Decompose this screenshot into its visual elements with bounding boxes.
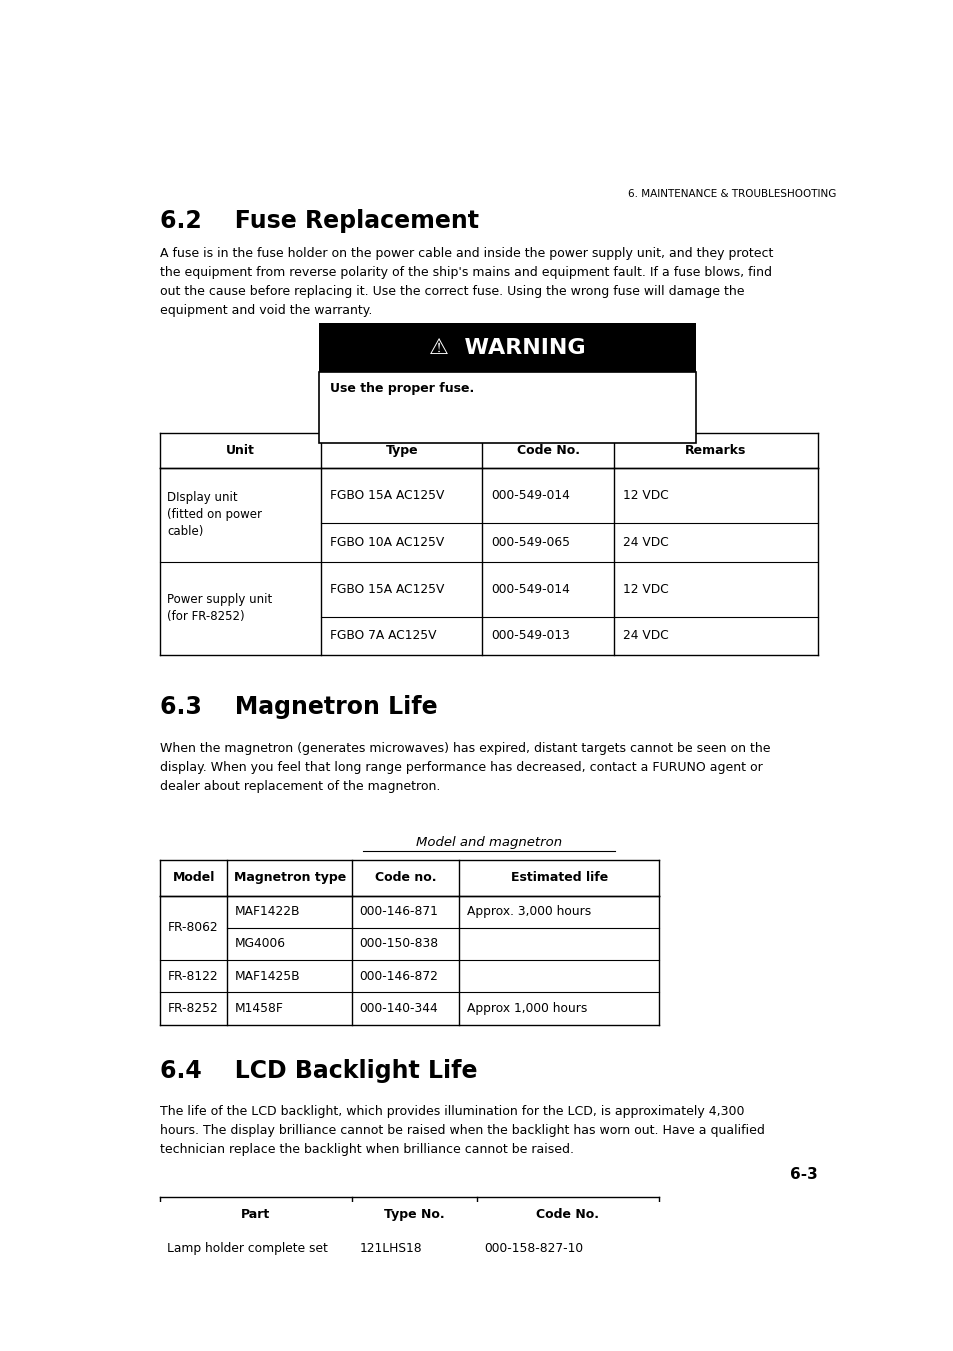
Text: Remarks: Remarks xyxy=(684,443,746,457)
Text: Estimated life: Estimated life xyxy=(510,871,607,885)
Text: Type No.: Type No. xyxy=(384,1208,444,1221)
Text: M1458F: M1458F xyxy=(234,1002,283,1015)
Text: DIsplay unit
(fitted on power
cable): DIsplay unit (fitted on power cable) xyxy=(167,492,262,538)
Text: Code no.: Code no. xyxy=(375,871,436,885)
Text: Code No.: Code No. xyxy=(517,443,579,457)
Text: A fuse is in the fuse holder on the power cable and inside the power supply unit: A fuse is in the fuse holder on the powe… xyxy=(160,247,773,317)
Text: 000-549-014: 000-549-014 xyxy=(491,582,570,596)
Text: Unit: Unit xyxy=(226,443,254,457)
Text: 12 VDC: 12 VDC xyxy=(622,582,668,596)
Text: ⚠  WARNING: ⚠ WARNING xyxy=(429,338,585,358)
Text: Part: Part xyxy=(241,1208,271,1221)
Text: 000-549-013: 000-549-013 xyxy=(491,630,570,643)
Text: The life of the LCD backlight, which provides illumination for the LCD, is appro: The life of the LCD backlight, which pro… xyxy=(160,1105,764,1155)
Text: Approx. 3,000 hours: Approx. 3,000 hours xyxy=(466,905,590,919)
Text: FGBO 7A AC125V: FGBO 7A AC125V xyxy=(330,630,436,643)
Text: FR-8062: FR-8062 xyxy=(167,921,217,935)
Text: FGBO 15A AC125V: FGBO 15A AC125V xyxy=(330,489,444,503)
Text: 000-146-871: 000-146-871 xyxy=(359,905,437,919)
Text: Use the proper fuse.: Use the proper fuse. xyxy=(330,381,474,394)
Text: 6-3: 6-3 xyxy=(789,1166,817,1182)
Text: MAF1425B: MAF1425B xyxy=(234,970,300,982)
Text: Code No.: Code No. xyxy=(536,1208,598,1221)
Text: 6.4    LCD Backlight Life: 6.4 LCD Backlight Life xyxy=(160,1059,476,1084)
Text: 000-158-827-10: 000-158-827-10 xyxy=(484,1242,582,1255)
Text: FGBO 10A AC125V: FGBO 10A AC125V xyxy=(330,536,444,549)
Text: Magnetron type: Magnetron type xyxy=(233,871,345,885)
FancyBboxPatch shape xyxy=(318,323,696,373)
Text: MAF1422B: MAF1422B xyxy=(234,905,300,919)
Text: 24 VDC: 24 VDC xyxy=(622,630,668,643)
Text: Model: Model xyxy=(172,871,214,885)
Text: 000-140-344: 000-140-344 xyxy=(359,1002,437,1015)
Text: MG4006: MG4006 xyxy=(234,938,285,950)
Text: Model and magnetron: Model and magnetron xyxy=(416,836,561,850)
Text: When the magnetron (generates microwaves) has expired, distant targets cannot be: When the magnetron (generates microwaves… xyxy=(160,742,770,793)
Text: Type: Type xyxy=(385,443,417,457)
Text: 000-549-065: 000-549-065 xyxy=(491,536,570,549)
Text: Lamp holder complete set: Lamp holder complete set xyxy=(167,1242,328,1255)
Text: 000-549-014: 000-549-014 xyxy=(491,489,570,503)
Text: Approx 1,000 hours: Approx 1,000 hours xyxy=(466,1002,586,1015)
Text: 121LHS18: 121LHS18 xyxy=(359,1242,421,1255)
Text: 000-146-872: 000-146-872 xyxy=(359,970,437,982)
Text: 6.2    Fuse Replacement: 6.2 Fuse Replacement xyxy=(160,209,478,232)
Text: 12 VDC: 12 VDC xyxy=(622,489,668,503)
Text: Unit and fuses: Unit and fuses xyxy=(441,413,536,427)
Text: FGBO 15A AC125V: FGBO 15A AC125V xyxy=(330,582,444,596)
FancyBboxPatch shape xyxy=(318,373,696,443)
Text: 6. MAINTENANCE & TROUBLESHOOTING: 6. MAINTENANCE & TROUBLESHOOTING xyxy=(627,189,836,199)
Text: 000-150-838: 000-150-838 xyxy=(359,938,438,950)
Text: Power supply unit
(for FR-8252): Power supply unit (for FR-8252) xyxy=(167,593,273,623)
Text: FR-8252: FR-8252 xyxy=(167,1002,218,1015)
Text: 24 VDC: 24 VDC xyxy=(622,536,668,549)
Text: FR-8122: FR-8122 xyxy=(167,970,217,982)
Text: 6.3    Magnetron Life: 6.3 Magnetron Life xyxy=(160,694,437,719)
